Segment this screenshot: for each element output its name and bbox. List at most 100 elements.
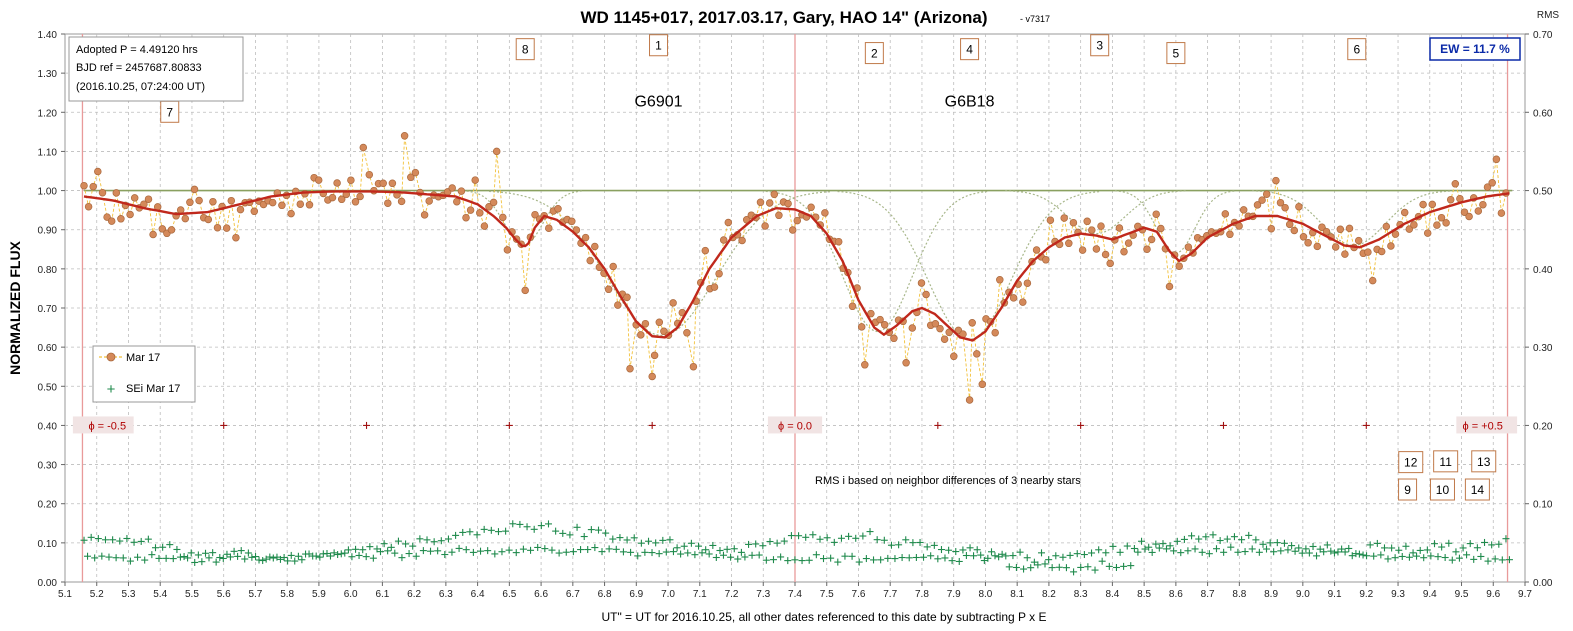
data-point [80,181,88,190]
data-point [623,293,631,302]
data-point [1276,198,1285,207]
y-tick-label: 0.80 [38,265,58,276]
data-point [1382,222,1391,231]
data-point [641,319,650,328]
data-point [144,195,153,203]
dip-label-box [515,38,535,61]
data-point [222,224,231,232]
data-point [965,396,974,404]
info-period: Adopted P = 4.49120 hrs [76,44,198,56]
data-point [480,222,489,230]
version-label: - v7317 [1020,14,1050,24]
data-point [356,192,364,201]
data-point [1304,239,1312,247]
data-point [857,323,866,331]
dip-label-box [960,38,980,61]
data-point [1262,190,1271,198]
data-point [572,226,581,234]
data-point [1143,245,1151,253]
data-point [379,179,387,188]
y-tick-label: 1.40 [38,30,58,41]
data-point [1281,203,1289,212]
star-label: G6901 [634,94,682,111]
data-point [1092,245,1101,253]
y2-tick-label: 0.50 [1533,187,1553,198]
data-point [1290,226,1299,235]
y2-tick-label: 0.00 [1533,578,1553,589]
data-point [1097,222,1105,230]
data-point [499,213,507,222]
data-point [1285,220,1294,229]
data-point [1446,195,1455,204]
data-point [149,230,157,239]
data-point [1410,221,1418,229]
legend-marker-sei: + [107,381,116,398]
data-point [130,194,139,202]
x-tick-label: 6.3 [439,589,453,600]
y2-tick-label: 0.20 [1533,421,1553,432]
data-point [1405,225,1414,233]
data-point [1226,230,1234,239]
data-point [1032,246,1041,254]
x-tick-label: 8.3 [1074,589,1088,600]
data-point [1433,221,1441,229]
data-point [328,193,337,202]
data-point [1437,213,1446,222]
data-point [996,276,1004,284]
data-point [503,246,512,254]
ew-box: EW = 11.7 % [1429,37,1521,61]
data-point [384,199,392,207]
x-tick-label: 6.5 [502,589,516,600]
data-point [715,269,723,278]
data-point [1465,212,1473,221]
data-point [158,225,167,233]
data-point [807,203,815,212]
data-point [388,179,397,188]
data-point [710,283,719,291]
data-point [834,237,843,246]
legend: Mar 17 + SEi Mar 17 [92,345,196,403]
data-point [788,226,797,234]
data-point [1354,236,1363,245]
x-tick-label: 9.0 [1296,589,1310,600]
data-point [1267,224,1276,233]
dip-label: 13 [1477,455,1491,469]
dip-model-curve [765,190,989,333]
dip-label-box [1471,450,1497,473]
dip-label-box [1433,450,1459,473]
x-tick-label: 9.2 [1359,589,1373,600]
x-tick-label: 7.2 [725,589,739,600]
data-point [890,334,898,343]
x-tick-label: 8.6 [1169,589,1183,600]
data-point [1258,196,1266,204]
data-point [848,302,857,311]
data-point [581,233,590,242]
x-tick-label: 7.7 [883,589,897,600]
dip-label-box [1090,34,1110,57]
legend-label-mar17: Mar 17 [126,352,160,364]
data-point [793,216,802,225]
y2-tick-label: 0.10 [1533,500,1553,511]
y-tick-label: 0.90 [38,226,58,237]
data-point [420,211,429,219]
data-point [1175,262,1183,270]
data-point [126,210,134,219]
y2-tick-label: 0.30 [1533,343,1553,354]
data-point [1253,201,1262,209]
info-box: Adopted P = 4.49120 hrs BJD ref = 245768… [68,36,244,102]
y-tick-label: 0.00 [38,578,58,589]
data-point [407,173,415,182]
data-point [568,217,576,226]
data-point [287,209,295,218]
data-point [1345,224,1354,233]
x-tick-label: 6.8 [598,589,612,600]
data-point [107,217,116,225]
data-point [908,324,917,332]
x-tick-label: 6.2 [407,589,421,600]
data-point [94,167,102,176]
data-point [167,226,176,234]
data-point [683,329,691,337]
data-point [296,200,305,208]
data-point [936,324,944,333]
dip-label-box [864,42,884,65]
